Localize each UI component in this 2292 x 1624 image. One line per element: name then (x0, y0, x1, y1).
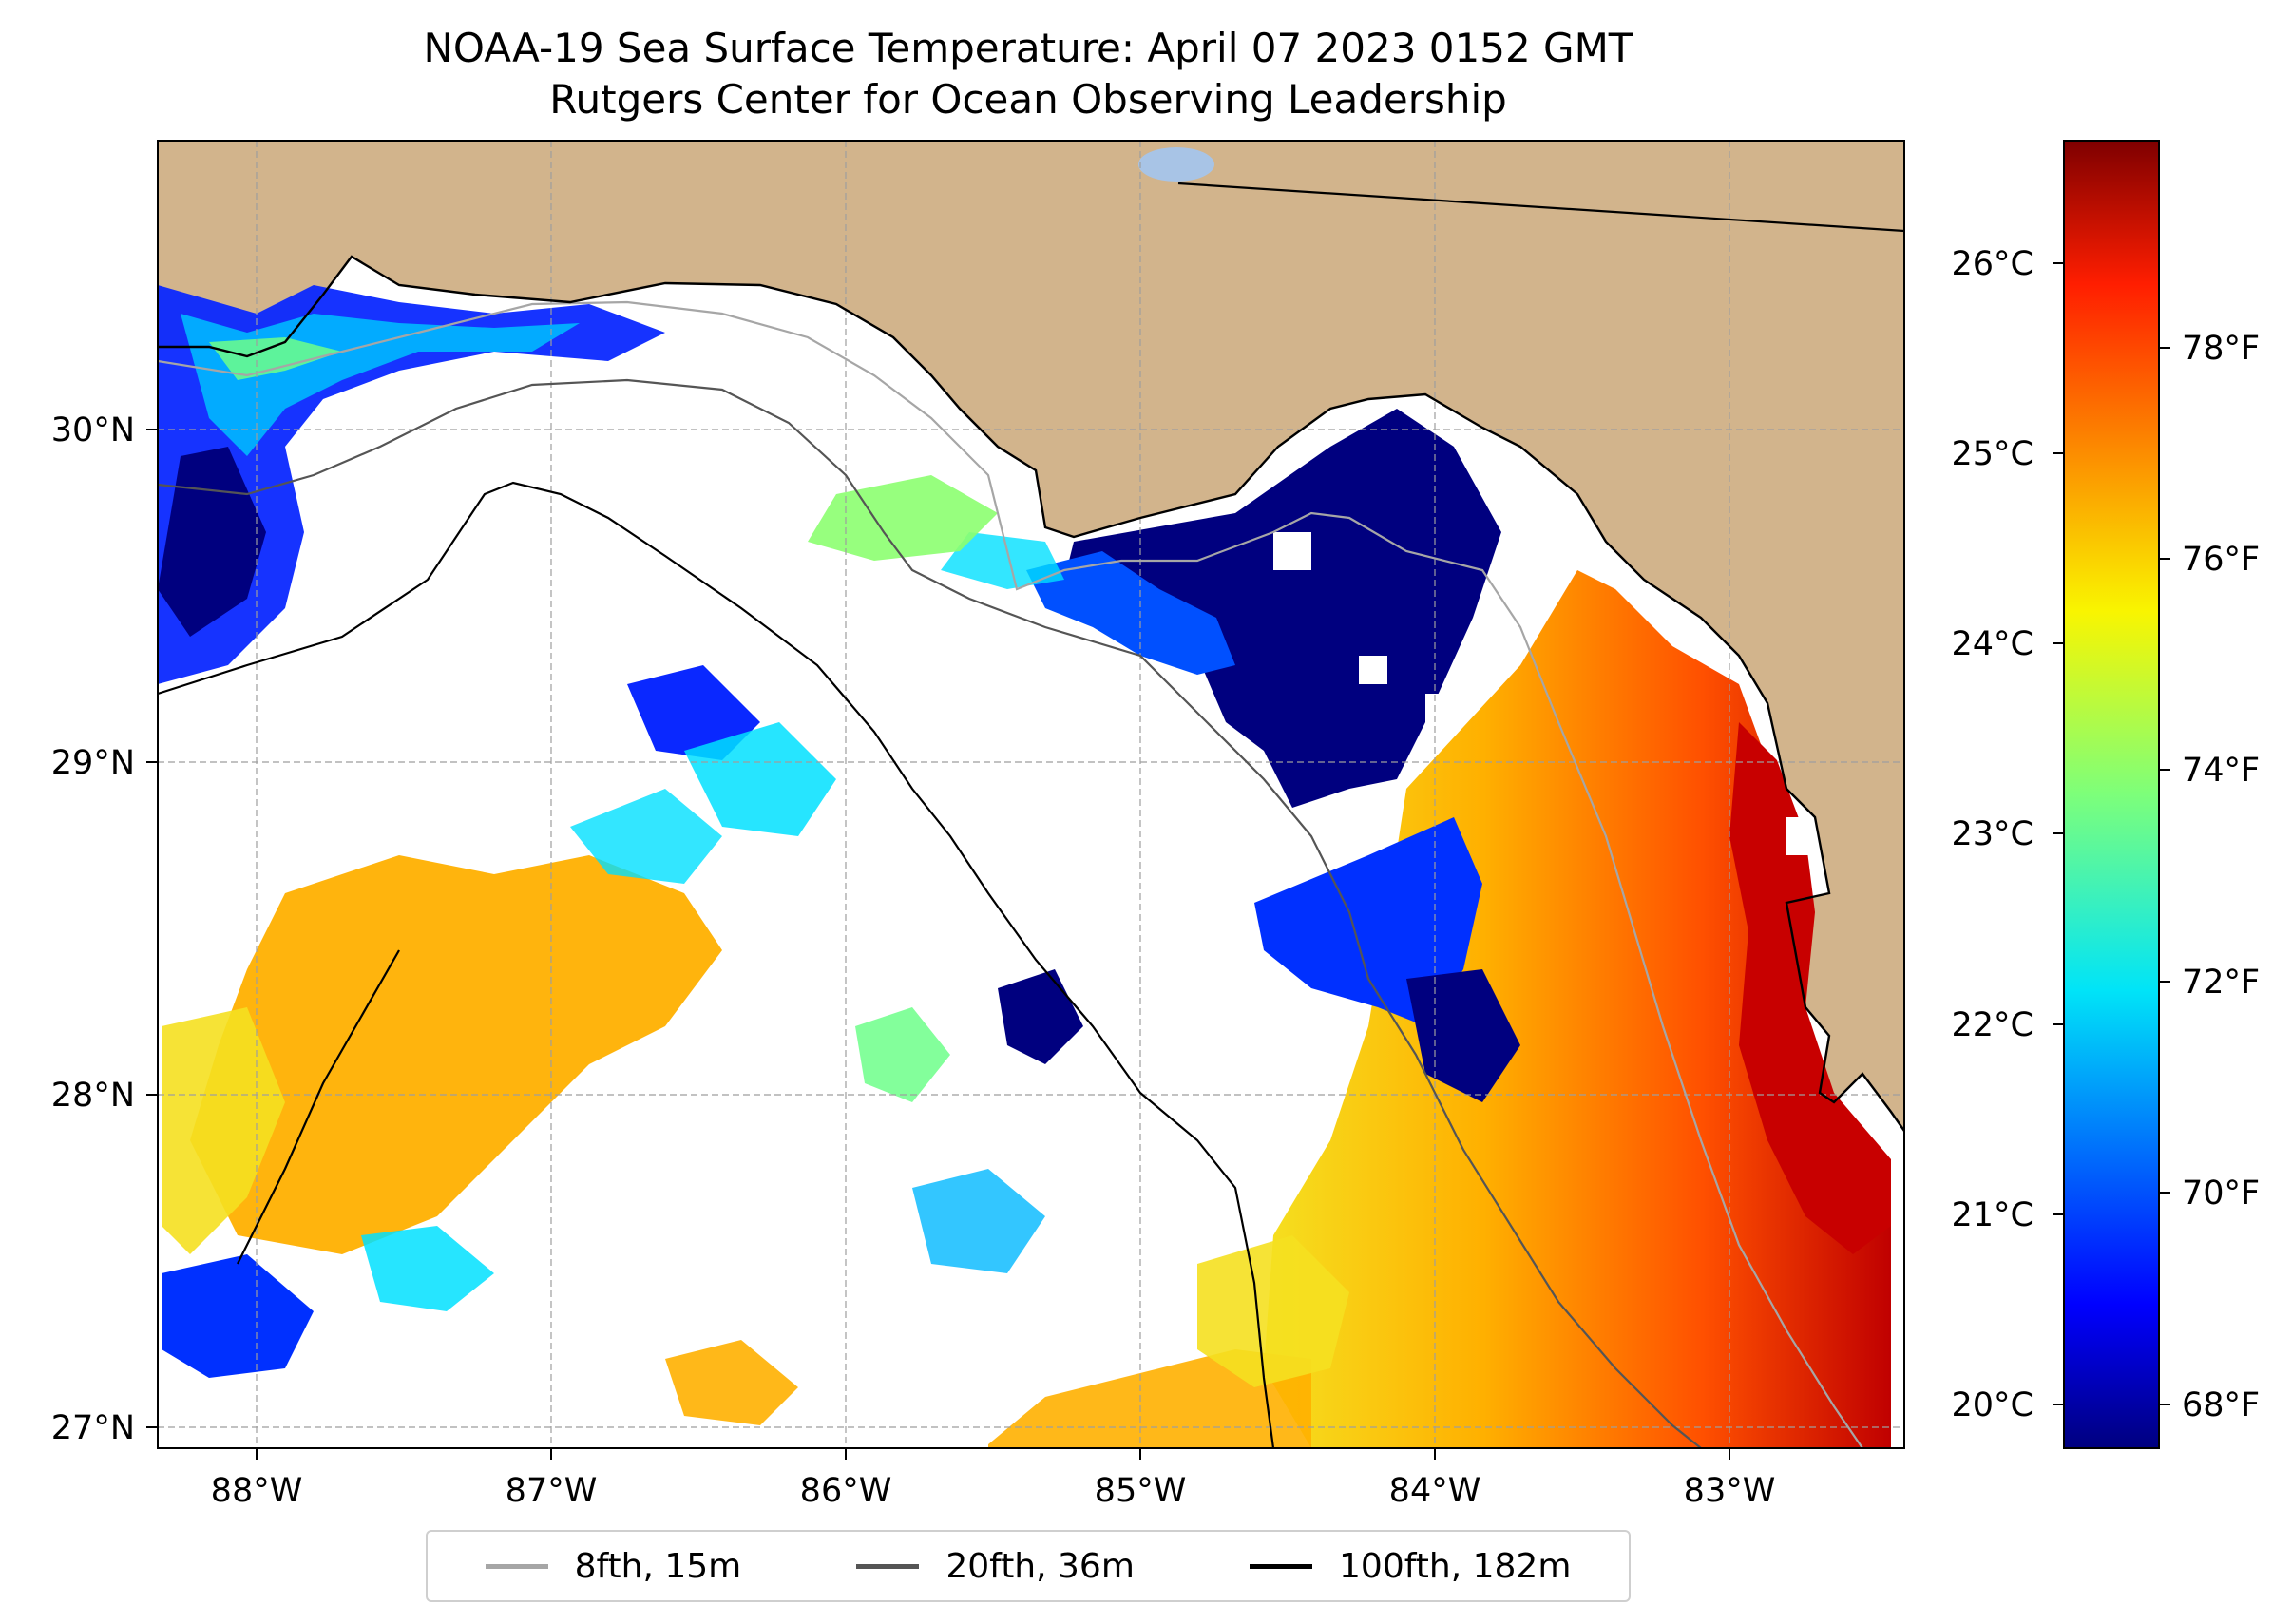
chart-subtitle: Rutgers Center for Ocean Observing Leade… (549, 76, 1507, 123)
map-frame (157, 140, 1905, 1449)
lon-tick-label: 85°W (1095, 1472, 1187, 1510)
land-area (158, 141, 1904, 1131)
legend-swatch (856, 1563, 920, 1569)
isobath-20fth (158, 378, 1702, 1448)
isobath-8fth (158, 300, 1863, 1448)
legend-item-8fth: 8fth, 15m (485, 1546, 742, 1586)
legend-item-100fth: 100fth, 182m (1250, 1547, 1571, 1586)
isobath-100fth (158, 481, 1275, 1448)
lon-tick-label: 87°W (506, 1472, 598, 1510)
state-boundary (1177, 182, 1904, 233)
legend: 8fth, 15m 20fth, 36m 100fth, 182m (426, 1530, 1631, 1602)
legend-swatch (485, 1563, 548, 1569)
lake (1138, 147, 1214, 182)
lon-tick-label: 83°W (1684, 1472, 1776, 1510)
gridlines (158, 141, 1904, 1448)
legend-label: 100fth, 182m (1339, 1546, 1572, 1586)
isobath-100fth-west (237, 949, 400, 1265)
legend-label: 20fth, 36m (945, 1546, 1135, 1586)
coastline (158, 255, 1904, 1132)
lat-tick-label: 27°N (51, 1409, 135, 1447)
chart-title: NOAA-19 Sea Surface Temperature: April 0… (423, 25, 1633, 71)
axis-ticks (146, 429, 1730, 1460)
legend-swatch (1250, 1563, 1313, 1569)
lon-tick-label: 86°W (800, 1472, 892, 1510)
sst-data (158, 285, 1891, 1448)
lon-tick-label: 84°W (1389, 1472, 1481, 1510)
lat-tick-label: 28°N (51, 1077, 135, 1115)
lon-tick-label: 88°W (211, 1472, 303, 1510)
legend-label: 8fth, 15m (574, 1546, 742, 1586)
isobaths (158, 182, 1904, 1448)
legend-item-20fth: 20fth, 36m (856, 1547, 1135, 1586)
lat-tick-label: 29°N (51, 744, 135, 782)
lat-tick-label: 30°N (51, 411, 135, 449)
